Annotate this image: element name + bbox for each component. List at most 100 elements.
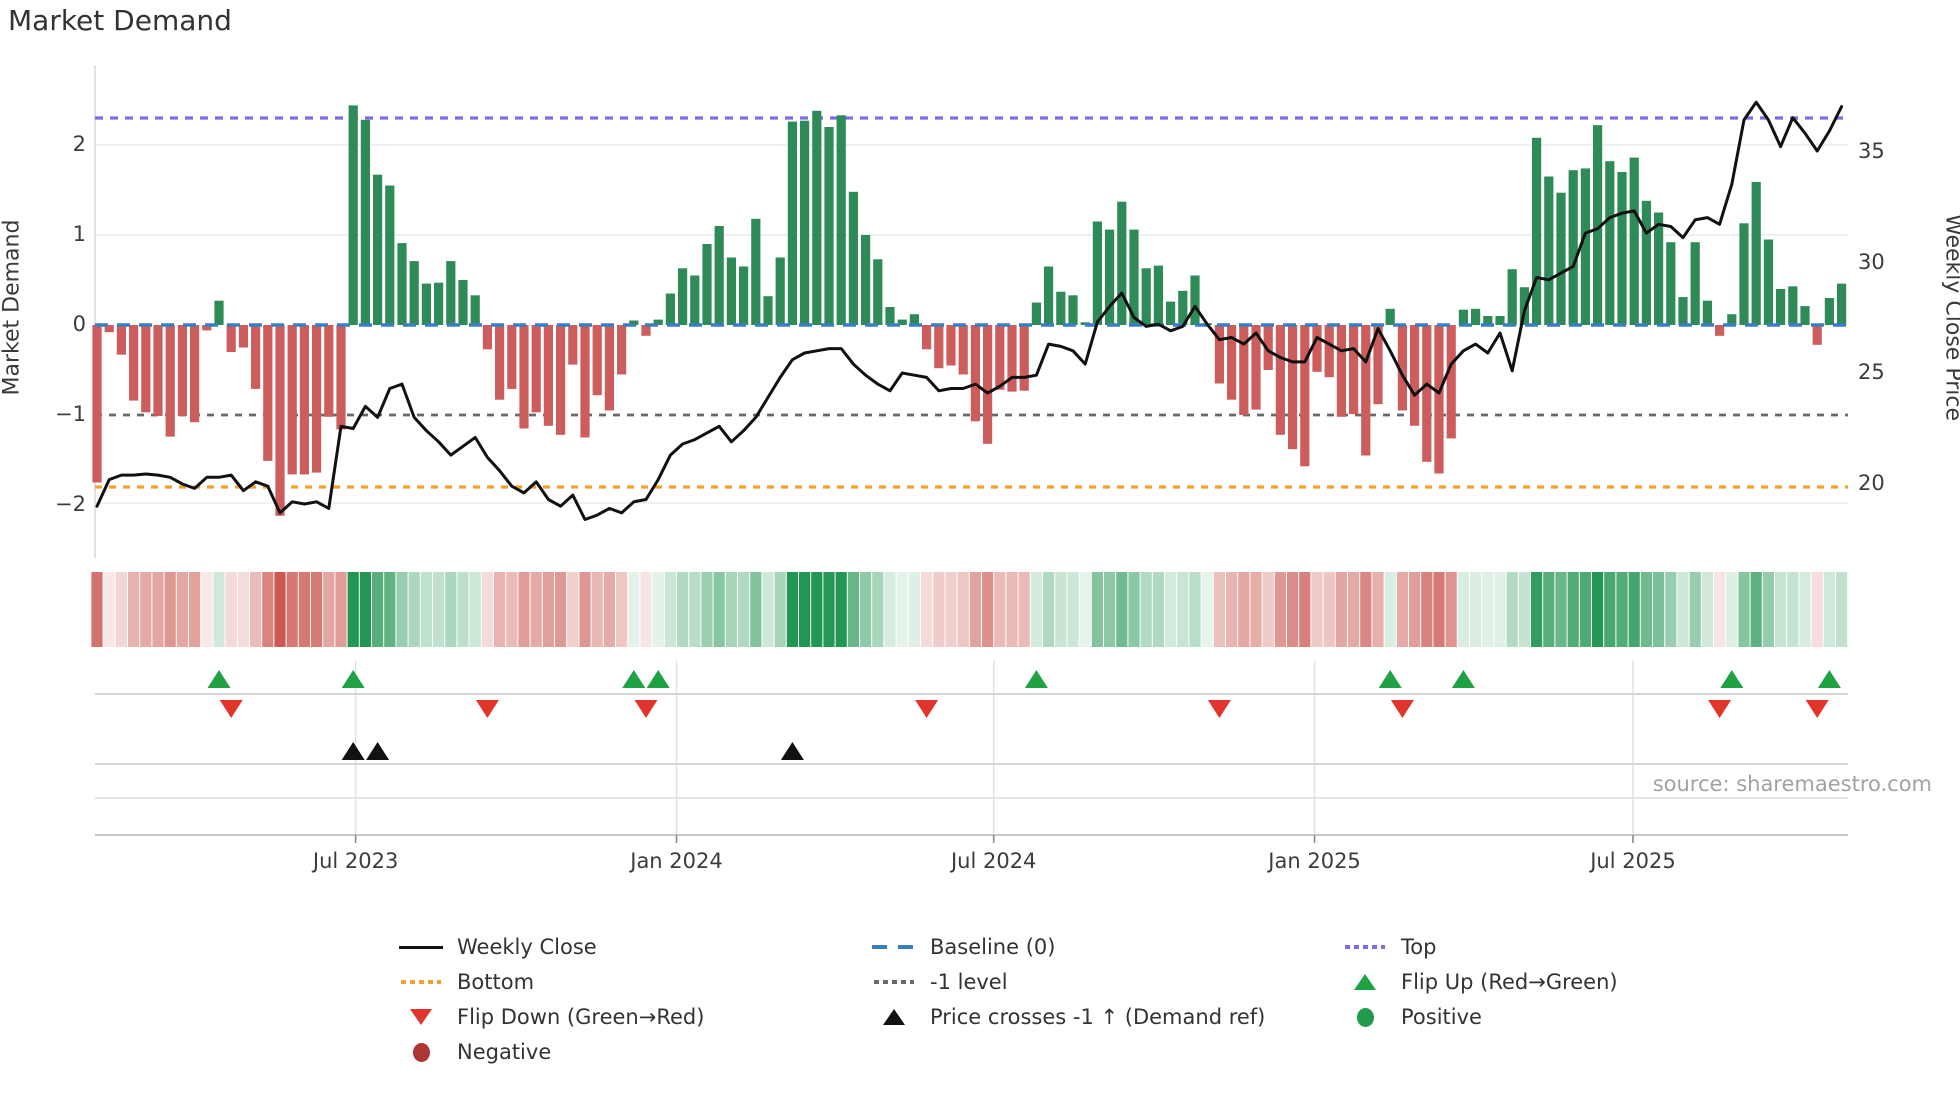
flip-up-marker [646,670,670,688]
heatmap-cell [1775,572,1787,647]
heatmap-cell [786,572,798,647]
demand-bar [1812,325,1822,345]
demand-bar [141,325,151,413]
legend-item[interactable]: Flip Up (Red→Green) [1337,969,1618,995]
heatmap-cell [1787,572,1799,647]
legend-item[interactable]: Baseline (0) [866,934,1055,960]
demand-bar [714,226,724,325]
demand-bar [470,295,480,325]
heatmap-cell [103,572,115,647]
heatmap-cell [189,572,201,647]
demand-bar [1410,325,1420,426]
demand-bar [1776,289,1786,325]
demand-bar [739,266,749,325]
heatmap-cell [1457,572,1469,647]
demand-bar [702,244,712,325]
demand-bar [92,325,102,483]
demand-bar [1349,325,1359,415]
heatmap-cell [579,572,591,647]
heatmap-cell [457,572,469,647]
demand-bar [1019,325,1029,391]
dotted-line-icon [1345,945,1385,949]
demand-bar [836,115,846,325]
demand-bar [641,325,651,336]
demand-bar [1397,325,1407,411]
legend-label: Price crosses -1 ↑ (Demand ref) [930,1005,1266,1029]
legend-item[interactable]: Weekly Close [393,934,597,960]
heatmap-cell [555,572,567,647]
heatmap-cell [969,572,981,647]
legend-item[interactable]: Top [1337,934,1436,960]
demand-bar [568,325,578,365]
demand-bar [1251,325,1261,410]
heatmap-cell [1384,572,1396,647]
demand-bar [1300,325,1310,467]
demand-bar [1568,170,1578,325]
heatmap-cell [1421,572,1433,647]
heatmap-cell [1409,572,1421,647]
triangle-up-icon [1354,974,1376,990]
demand-bar [1458,309,1468,325]
legend-item[interactable]: Price crosses -1 ↑ (Demand ref) [866,1004,1265,1030]
heatmap-cell [1006,572,1018,647]
heatmap-cell [872,572,884,647]
heatmap-cell [1311,572,1323,647]
legend-item[interactable]: Negative [393,1039,551,1065]
triangle-up-icon [883,1009,905,1025]
heatmap-cell [1360,572,1372,647]
demand-bar [1141,268,1151,325]
demand-bar [665,293,675,325]
legend-label: Flip Up (Red→Green) [1401,970,1618,994]
legend-label: Flip Down (Green→Red) [457,1005,705,1029]
demand-bar [1361,325,1371,456]
heatmap-cell [1579,572,1591,647]
demand-bar [1641,200,1651,325]
heatmap-cell [1689,572,1701,647]
heatmap-cell [433,572,445,647]
heatmap-cell [1067,572,1079,647]
heatmap-cell [1128,572,1140,647]
heatmap-cell [176,572,188,647]
demand-bar [873,259,883,325]
heatmap-cell [213,572,225,647]
legend-item[interactable]: -1 level [866,969,1008,995]
heatmap-cell [445,572,457,647]
flip-up-marker [1817,670,1841,688]
demand-bar [543,325,553,426]
heatmap-cell [603,572,615,647]
legend-label: Negative [457,1040,552,1064]
demand-bar [1263,325,1273,370]
legend-marker [393,945,449,949]
heatmap-cell [1762,572,1774,647]
demand-bar [238,325,248,348]
legend-label: -1 level [930,970,1008,994]
heatmap-cell [994,572,1006,647]
demand-bar [1556,192,1566,325]
dotted-line-icon [401,980,441,984]
demand-bar [373,174,383,325]
demand-bar [726,257,736,325]
demand-bar [1580,168,1590,325]
heatmap-cell [1433,572,1445,647]
heatmap-cell [542,572,554,647]
legend-item[interactable]: Positive [1337,1004,1482,1030]
demand-bar [421,283,431,325]
demand-bar [1129,229,1139,325]
right-tick-label: 30 [1858,250,1885,274]
right-tick-label: 35 [1858,139,1885,163]
heatmap-cell [1836,572,1848,647]
legend-item[interactable]: Bottom [393,969,534,995]
demand-bar [458,280,468,325]
right-axis-label: Weekly Close Price [1940,214,1960,421]
demand-bar [1422,325,1432,462]
heatmap-cell [237,572,249,647]
heatmap-cell [1738,572,1750,647]
heatmap-cell [1592,572,1604,647]
legend-item[interactable]: Flip Down (Green→Red) [393,1004,704,1030]
flip-down-marker [475,700,499,718]
triangle-down-icon [410,1009,432,1025]
heatmap-cell [335,572,347,647]
demand-bar [129,325,139,401]
legend-label: Bottom [457,970,535,994]
legend-marker [393,1009,449,1025]
